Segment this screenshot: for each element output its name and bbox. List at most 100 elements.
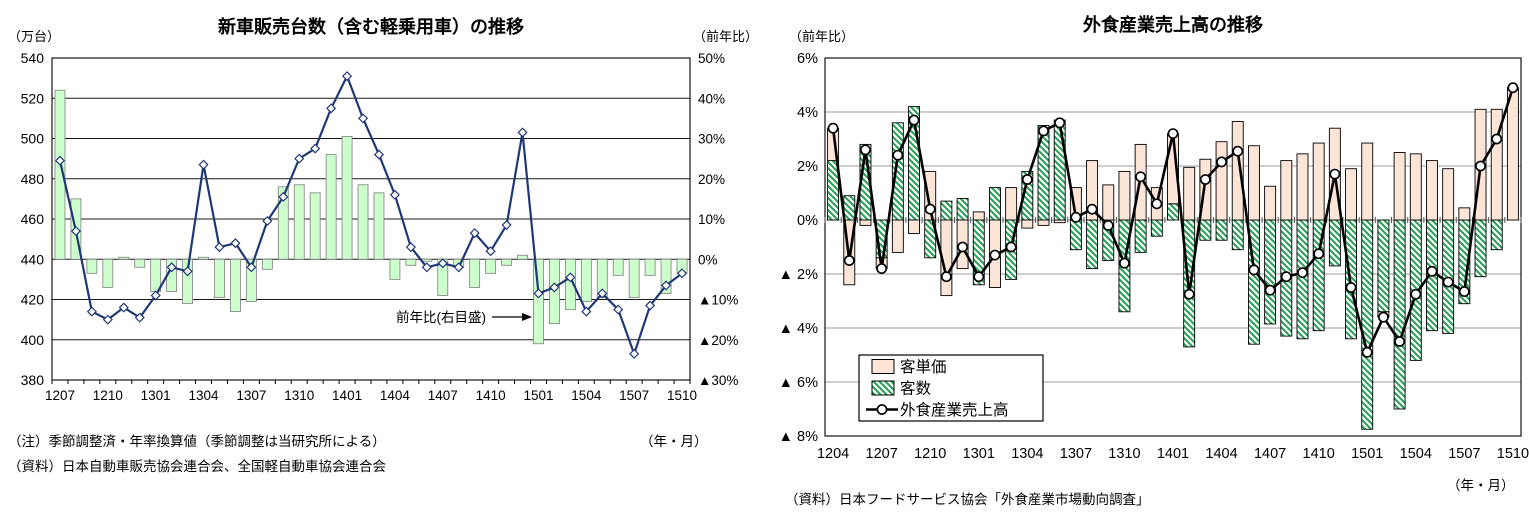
x-axis-tick-label: 1504 — [1400, 446, 1432, 462]
yoy-line-marker — [469, 228, 480, 239]
yoy-line-marker — [629, 348, 640, 359]
left-axis-tick-label: 480 — [21, 171, 45, 187]
left-chart-title: 新車販売台数（含む軽乗用車）の推移 — [218, 17, 524, 37]
uriage-line-marker — [1054, 117, 1066, 129]
right-chart-source: （資料）日本フードサービス協会「外食産業市場動向調査」 — [785, 492, 1150, 507]
kyakusu-bar — [1490, 219, 1503, 251]
kyakutanka-bar — [1345, 168, 1357, 221]
sales-bar — [182, 258, 193, 304]
yoy-line-marker — [230, 238, 241, 249]
kyakutanka-bar — [1361, 142, 1374, 221]
sales-bar — [501, 258, 512, 266]
sales-bar — [214, 258, 225, 298]
kyakutanka-bar — [1458, 207, 1471, 221]
right-axis-tick-label: 30% — [698, 132, 725, 147]
sales-bar — [469, 258, 481, 288]
uriage-line-marker — [1135, 171, 1147, 183]
x-axis-tick-label: 1507 — [1448, 446, 1480, 462]
x-axis-tick-label: 1207 — [866, 446, 898, 462]
x-axis-tick-label: 1310 — [284, 388, 314, 403]
kyakusu-bar — [1215, 219, 1228, 241]
kyakusu-bar — [1377, 219, 1390, 313]
yoy-line-marker — [166, 262, 177, 273]
uriage-line-marker — [1313, 248, 1325, 260]
kyakusu-bar — [843, 195, 856, 221]
kyakutanka-bar — [1426, 160, 1438, 221]
yoy-line — [58, 75, 683, 355]
uriage-line-marker — [1021, 174, 1033, 185]
kyakusu-bar — [1393, 219, 1406, 410]
left-axis-tick-label: 540 — [21, 50, 45, 66]
yoy-line-marker — [326, 103, 337, 114]
kyakutanka-bar — [924, 170, 937, 221]
x-axis-tick-label: 1507 — [619, 388, 649, 403]
yoy-line-marker — [421, 262, 432, 273]
sales-bar — [660, 258, 672, 294]
uriage-line-marker — [1119, 257, 1130, 269]
uriage-line-marker — [1199, 174, 1211, 185]
sales-bar — [261, 258, 273, 270]
plot-frame — [824, 57, 1522, 437]
uriage-line-marker — [860, 144, 871, 156]
kyakutanka-bar — [1102, 184, 1115, 221]
kyakusu-bar — [1474, 219, 1487, 278]
x-axis-tick-label: 1301 — [141, 388, 171, 403]
yoy-line-marker — [54, 155, 66, 166]
sales-bar — [533, 258, 544, 345]
kyakutanka-bar — [1021, 219, 1034, 229]
y-axis-tick-label: 6% — [797, 51, 818, 67]
right-axis-tick-label: ▲10% — [698, 293, 738, 308]
yoy-line-marker — [613, 304, 624, 315]
uriage-line-marker — [827, 122, 839, 134]
sales-bar — [102, 258, 114, 288]
right-axis-tick-label: 10% — [698, 212, 725, 227]
kyakusu-bar — [940, 200, 953, 221]
uriage-line-marker — [1410, 288, 1422, 300]
x-axis-tick-label: 1410 — [476, 388, 506, 403]
kyakutanka-bar — [859, 219, 872, 226]
x-axis-tick-label: 1310 — [1108, 446, 1140, 462]
uriage-line-marker — [1280, 271, 1292, 283]
yoy-line-marker — [278, 191, 289, 202]
kyakutanka-bar — [1393, 152, 1406, 221]
yoy-line-marker — [373, 149, 385, 160]
y-axis-tick-label: ▲ 6% — [779, 375, 818, 391]
y-axis-tick-label: 0% — [797, 213, 818, 229]
uriage-line-marker — [1167, 128, 1179, 139]
kyakutanka-bar — [891, 219, 904, 253]
right-axis-tick-label: ▲20% — [698, 333, 738, 348]
yoy-line-marker — [389, 189, 400, 200]
legend-line-marker — [876, 404, 888, 415]
sales-bar — [86, 258, 98, 274]
yoy-line-marker — [597, 288, 608, 299]
uriage-line-marker — [1038, 125, 1049, 137]
uriage-line-marker — [1005, 241, 1017, 253]
uriage-line-marker — [940, 271, 952, 283]
restaurant-sales-chart: 6% 4% 2% 0% ▲ 2% ▲ 4% ▲ 6% ▲ 8%1204 1207 1210 1301… — [779, 51, 1529, 462]
yoy-line-marker — [645, 300, 656, 311]
uriage-line-marker — [1151, 198, 1163, 210]
x-axis-tick-label: 1501 — [523, 388, 553, 403]
sales-bar — [644, 258, 656, 276]
sales-bar — [485, 258, 497, 274]
sales-bar — [54, 89, 66, 260]
yoy-line-marker — [182, 266, 193, 277]
sales-bar — [580, 258, 592, 302]
yoy-line-marker — [453, 262, 464, 273]
kyakutanka-bar — [972, 211, 985, 221]
yoy-line-marker — [294, 153, 305, 164]
kyakutanka-bar — [1086, 160, 1099, 221]
kyakusu-bar — [1053, 119, 1066, 221]
kyakusu-bar — [1134, 219, 1147, 253]
sales-bar — [517, 254, 528, 260]
kyakusu-bar — [1086, 219, 1099, 270]
right-chart-axis-unit: （前年比） — [789, 29, 855, 44]
sales-bar — [389, 258, 401, 280]
uriage-line-marker — [1232, 145, 1244, 157]
yoy-line-marker — [310, 143, 321, 154]
x-axis-tick-label: 1404 — [1205, 446, 1237, 462]
uriage-line-marker — [957, 241, 968, 253]
x-axis-tick-label: 1510 — [667, 388, 697, 403]
x-axis-tick-label: 1404 — [380, 388, 411, 403]
